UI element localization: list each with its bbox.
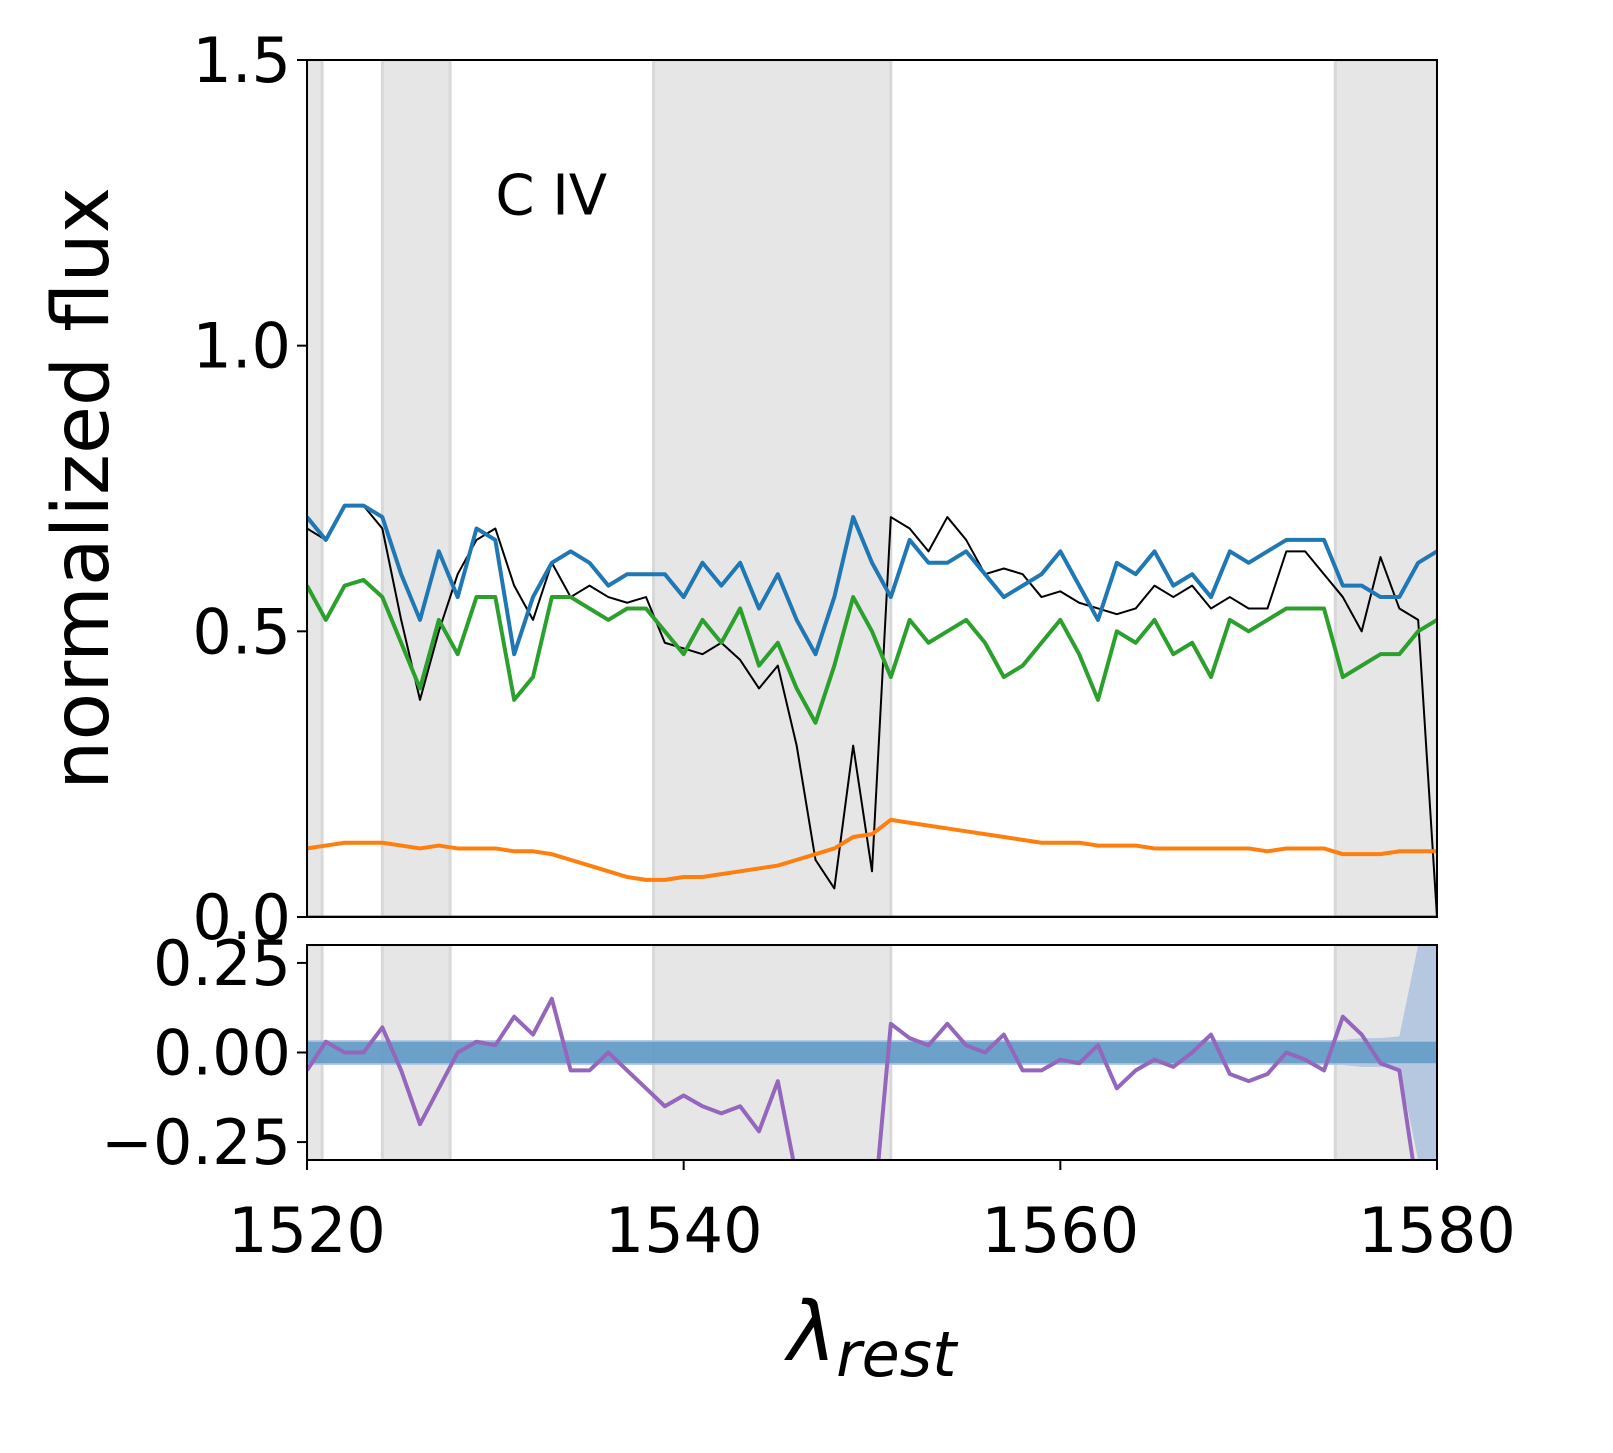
masked-region <box>652 60 893 917</box>
series-line <box>307 996 1415 1160</box>
series-line <box>307 577 1437 725</box>
masked-region <box>1333 60 1437 917</box>
y-tick-label: 0.25 <box>153 927 291 1000</box>
error-band <box>307 1041 1437 1064</box>
masked-region <box>380 60 452 917</box>
x-axis-label-subscript: rest <box>836 1318 959 1391</box>
y-tick-label: 1.5 <box>192 24 291 97</box>
y-tick-label: 0.5 <box>192 595 291 668</box>
annotation: C IV <box>495 163 607 228</box>
y-tick-label: −0.25 <box>101 1106 291 1179</box>
masked-region <box>307 60 324 917</box>
y-tick-label: 0.00 <box>153 1017 291 1090</box>
series-line <box>307 503 1437 657</box>
y-axis-label: normalized flux <box>37 187 127 790</box>
x-axis-label: λrest <box>784 1285 959 1391</box>
y-tick-label: 0.0 <box>192 881 291 954</box>
x-tick-label: 1560 <box>981 1194 1139 1267</box>
y-tick-label: 1.0 <box>192 310 291 383</box>
x-axis-label-main: λ <box>784 1285 837 1380</box>
series-line <box>307 817 1437 882</box>
x-tick-label: 1540 <box>605 1194 763 1267</box>
plot-area <box>307 60 1437 917</box>
plot-area <box>307 945 1437 1160</box>
series-line <box>307 504 1437 917</box>
x-tick-label: 1580 <box>1358 1194 1516 1267</box>
x-tick-label: 1520 <box>228 1194 386 1267</box>
axes-frame <box>306 59 1438 918</box>
